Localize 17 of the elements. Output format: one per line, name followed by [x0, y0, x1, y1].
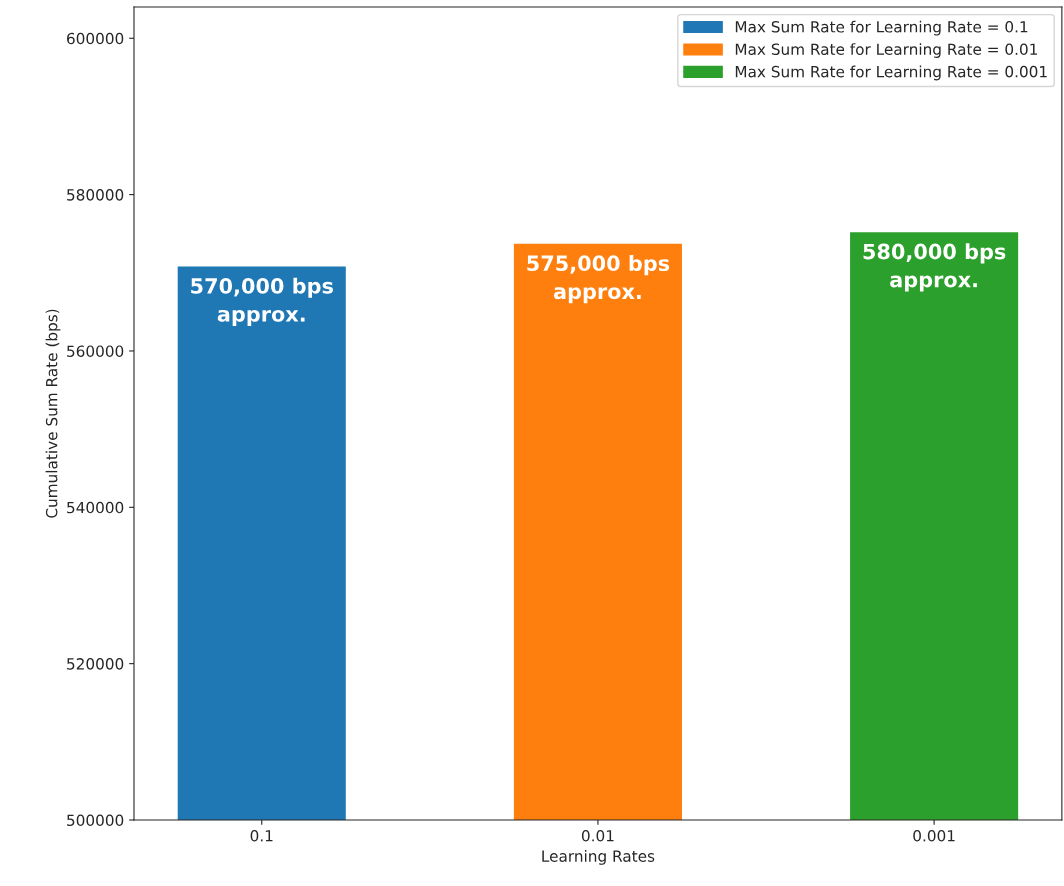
x-tick-label: 0.01	[581, 829, 614, 842]
legend-label: Max Sum Rate for Learning Rate = 0.01	[735, 43, 1037, 58]
y-axis-title: Cumulative Sum Rate (bps)	[45, 309, 61, 518]
x-axis-title: Learning Rates	[542, 850, 655, 865]
y-tick-label: 600000	[67, 32, 124, 45]
y-tick-label: 560000	[67, 345, 124, 357]
x-tick-label: 0.001	[913, 829, 955, 842]
x-tick-label: 0.1	[250, 829, 273, 842]
annotation: 570,000 bps approx.	[191, 277, 333, 326]
legend-label: Max Sum Rate for Learning Rate = 0.001	[735, 65, 1047, 81]
y-tick-label: 500000	[67, 814, 124, 827]
y-tick-label: 580000	[67, 189, 124, 201]
y-tick-label: 540000	[67, 501, 124, 514]
legend-label: Max Sum Rate for Learning Rate = 0.1	[735, 20, 1028, 36]
annotation: 575,000 bps approx.	[527, 254, 670, 304]
y-tick-label: 520000	[67, 658, 124, 670]
annotation: 580,000 bps approx.	[863, 243, 1006, 292]
